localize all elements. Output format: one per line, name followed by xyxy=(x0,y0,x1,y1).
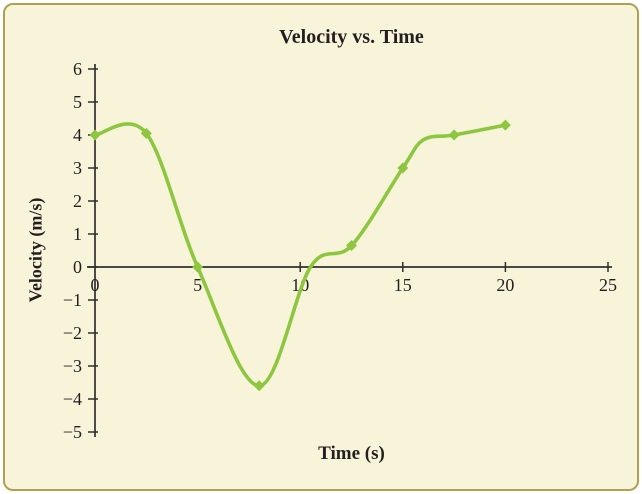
data-point-marker xyxy=(140,127,152,139)
y-tick-label: 4 xyxy=(73,125,82,145)
data-point-marker xyxy=(89,129,101,141)
y-tick-label: 6 xyxy=(73,59,82,79)
y-tick-label: 2 xyxy=(73,191,82,211)
y-tick-label: −4 xyxy=(63,389,82,409)
y-tick-label: 0 xyxy=(73,257,82,277)
data-point-marker xyxy=(397,162,409,174)
y-tick-label: −2 xyxy=(63,323,82,343)
data-point-marker xyxy=(253,380,265,392)
velocity-curve xyxy=(93,122,508,388)
y-axis-label: Velocity (m/s) xyxy=(25,197,46,303)
data-point-marker xyxy=(499,119,511,131)
y-tick-label: 5 xyxy=(73,92,82,112)
data-point-marker xyxy=(346,240,357,252)
x-tick-label: 5 xyxy=(193,275,202,295)
chart-background xyxy=(3,3,639,491)
chart-title: Velocity vs. Time xyxy=(279,26,424,48)
y-tick-label: −3 xyxy=(63,356,82,376)
y-tick-label: −1 xyxy=(63,290,82,310)
y-tick-label: 1 xyxy=(73,224,82,244)
x-tick-label: 25 xyxy=(599,275,617,295)
y-tick-label: 3 xyxy=(73,158,82,178)
data-point-marker xyxy=(448,129,460,141)
x-tick-label: 0 xyxy=(91,275,100,295)
y-tick-label: −5 xyxy=(63,422,82,442)
data-point-marker xyxy=(192,261,204,273)
x-axis-label: Time (s) xyxy=(318,443,385,464)
x-tick-label: 20 xyxy=(496,275,514,295)
x-tick-label: 15 xyxy=(394,275,412,295)
